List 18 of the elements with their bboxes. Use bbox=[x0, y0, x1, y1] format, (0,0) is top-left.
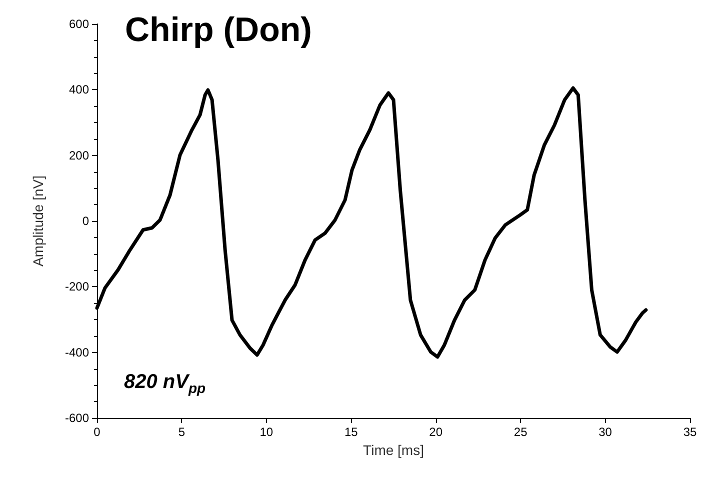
x-tick-label: 25 bbox=[514, 425, 528, 439]
y-tick-label: -400 bbox=[64, 345, 90, 360]
y-axis-title: Amplitude [nV] bbox=[30, 175, 46, 267]
x-tick-label: 15 bbox=[344, 425, 358, 439]
x-tick-label: 0 bbox=[94, 425, 101, 439]
x-tick-label: 20 bbox=[429, 425, 443, 439]
x-tick-label: 30 bbox=[598, 425, 612, 439]
y-tick-label: 0 bbox=[82, 214, 90, 228]
y-tick-label: -200 bbox=[64, 280, 90, 294]
y-tick-label: 400 bbox=[68, 82, 90, 97]
x-tick-label: 35 bbox=[683, 425, 697, 439]
y-tick-label: 200 bbox=[68, 148, 90, 162]
x-axis-title: Time [ms] bbox=[363, 442, 424, 458]
y-tick-label: -600 bbox=[64, 411, 90, 425]
x-tick-label: 10 bbox=[260, 425, 274, 439]
chart-title: Chirp (Don) bbox=[125, 11, 312, 49]
x-tick-label: 5 bbox=[178, 425, 186, 439]
y-tick-label: 600 bbox=[68, 17, 90, 31]
